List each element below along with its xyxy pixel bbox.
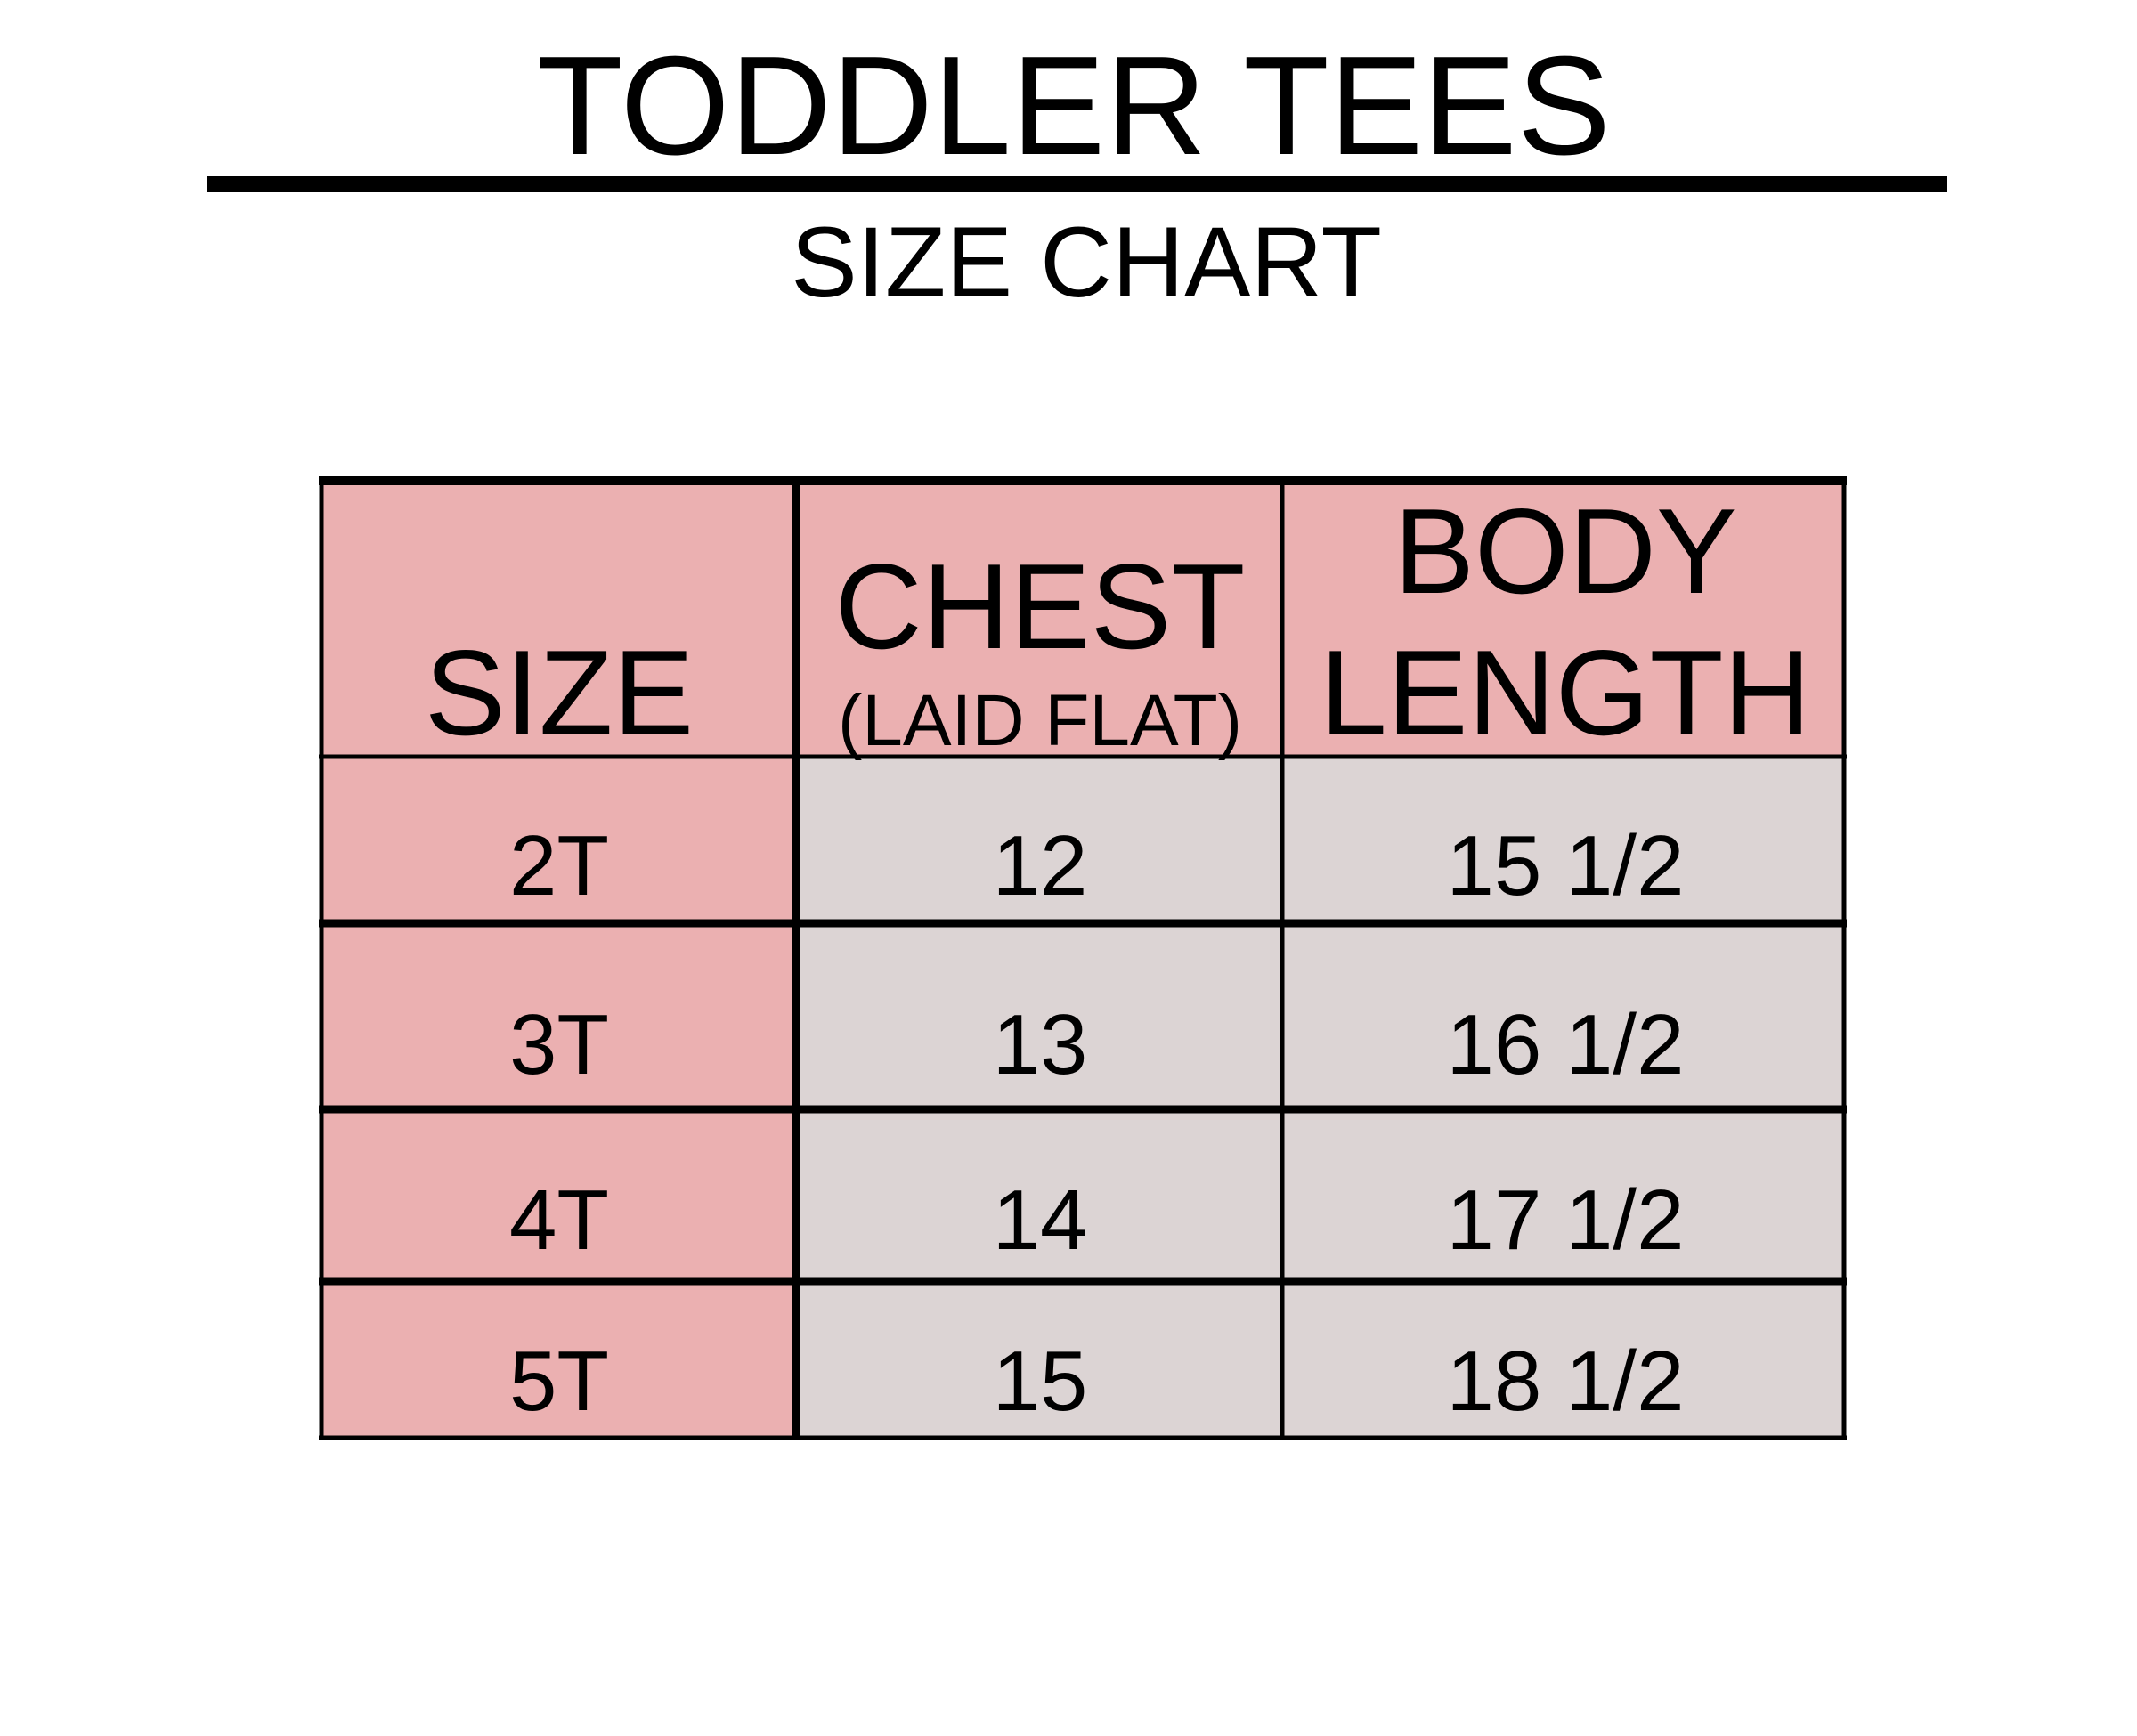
column-border: [792, 481, 800, 1440]
size-column-bg: [321, 757, 796, 1438]
cell: 13: [993, 997, 1088, 1092]
cell: 18 1/2: [1447, 1334, 1685, 1429]
cell: 4T: [509, 1172, 609, 1268]
row-border: [319, 1435, 1847, 1440]
column-header: CHEST: [835, 539, 1246, 674]
column-border: [1280, 481, 1285, 1440]
subtitle: SIZE CHART: [791, 207, 1382, 318]
column-header: LENGTH: [1320, 625, 1811, 760]
title: TODDLER TEES: [537, 28, 1611, 184]
column-border: [1841, 481, 1847, 1440]
table: [321, 481, 1844, 1438]
title-rule: [207, 176, 1947, 192]
column-header: BODY: [1394, 483, 1736, 619]
cell: 5T: [509, 1334, 609, 1429]
cell: 15 1/2: [1447, 818, 1685, 913]
cell: 14: [993, 1172, 1088, 1268]
cell: 3T: [509, 997, 609, 1092]
row-border: [319, 919, 1847, 928]
column-header: SIZE: [425, 625, 694, 760]
cell: 12: [993, 818, 1088, 913]
table-top-border: [319, 476, 1847, 485]
row-border: [319, 1105, 1847, 1114]
cell: 17 1/2: [1447, 1172, 1685, 1268]
column-border: [319, 481, 324, 1440]
row-border: [319, 754, 1847, 759]
cell: 16 1/2: [1447, 997, 1685, 1092]
cell: 15: [993, 1334, 1088, 1429]
cell: 2T: [509, 818, 609, 913]
row-border: [319, 1277, 1847, 1286]
column-note: (LAID FLAT): [838, 680, 1242, 761]
header-bg: [321, 481, 1844, 757]
values-bg: [796, 757, 1844, 1438]
